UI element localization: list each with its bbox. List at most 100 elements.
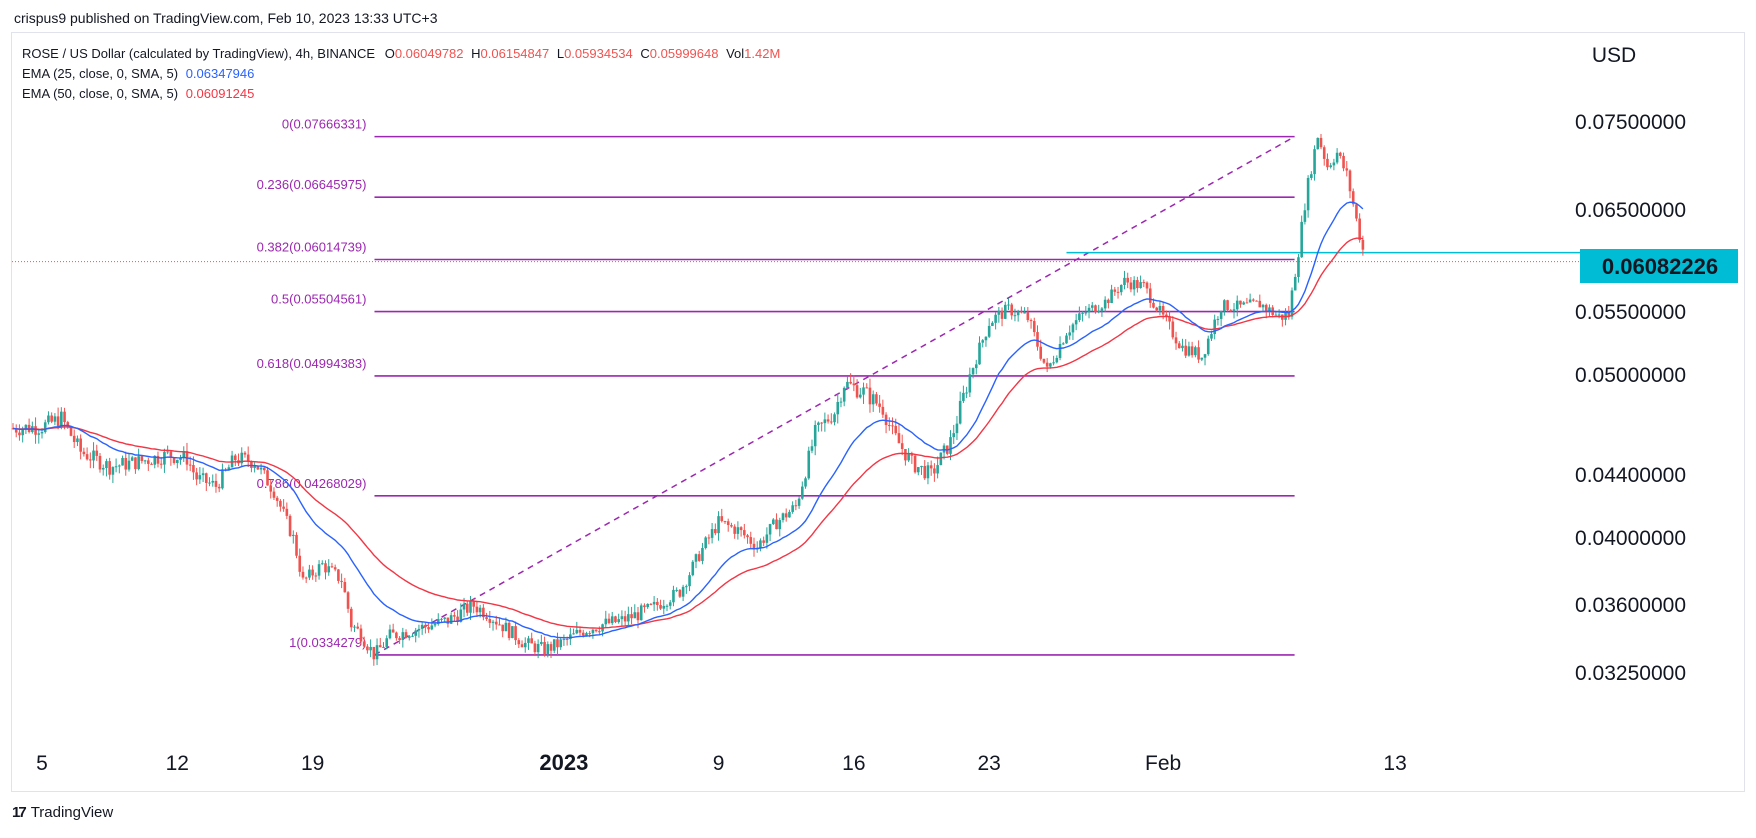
candle-body [797,498,801,506]
candle-body [459,609,463,622]
candle-body [987,325,991,337]
candle-body [523,642,527,648]
candle-body [939,452,943,466]
candle-body [1300,221,1303,258]
candle-body [691,561,695,576]
candle-body [1003,304,1007,319]
candle-body [288,515,292,536]
candle-body [282,506,285,509]
candle-body [1148,288,1152,303]
candle-body [1242,302,1245,305]
candle-body [1094,305,1097,313]
legend-ema25-row: EMA (25, close, 0, SMA, 5) 0.06347946 [22,66,254,81]
legend-ema25-label: EMA (25, close, 0, SMA, 5) [22,66,179,81]
candle-body [897,433,901,444]
candle-body [581,632,585,636]
time-tick-label: 12 [166,752,189,775]
candle-body [817,422,820,426]
legend-vol: 1.42M [744,46,781,61]
candle-body [1335,152,1339,163]
candle-body [34,426,37,435]
fib-level-label: 0.5(0.05504561) [271,292,366,307]
candle-body [349,608,353,628]
candle-body [462,603,466,610]
candle-body [411,635,414,637]
candle-body [701,548,704,561]
fib-level-label: 0.236(0.06645975) [257,177,367,192]
candle-body [752,543,756,550]
candle-body [1055,357,1059,363]
candlestick-series [11,133,1365,666]
price-axis[interactable]: 0.07500000 0.06500000 0.05500000 0.05000000… [1575,111,1686,685]
candle-body [926,465,930,479]
candle-body [369,646,372,651]
footer-brand[interactable]: 17 TradingView [12,804,113,821]
candle-body [330,566,334,568]
candle-body [875,394,878,404]
candle-body [1345,168,1349,171]
candle-body [514,626,517,641]
candle-body [1065,335,1068,344]
candle-body [301,571,305,578]
candle-body [359,628,363,642]
candle-body [1264,304,1268,311]
candle-body [1258,300,1262,308]
candle-body [965,392,968,394]
candle-body [672,589,675,603]
candle-body [491,621,495,623]
candle-body [179,458,182,460]
price-tick-label: 0.03600000 [1575,594,1686,617]
candle-body [871,394,875,405]
candle-body [846,381,849,388]
candle-body [1039,346,1043,359]
candle-body [852,383,856,386]
candle-body [243,452,247,455]
time-tick-label: 13 [1383,752,1406,775]
candle-body [636,612,640,621]
candle-body [1248,299,1252,303]
candle-body [92,450,95,461]
candle-body [420,624,424,629]
candle-body [156,455,160,464]
candle-body [95,450,99,456]
candle-body [378,645,382,648]
candle-body [1200,357,1204,360]
candle-body [279,500,282,507]
candle-body [137,456,140,470]
fibonacci-retracement[interactable]: 0(0.07666331) 0.236(0.06645975) 0.382(0.06… [257,117,1295,656]
candle-body [507,622,511,639]
legend-symbol: ROSE / US Dollar (calculated by TradingV… [22,46,376,61]
candle-body [472,601,476,607]
candle-body [607,618,611,624]
candle-body [610,616,614,624]
candle-body [849,381,852,384]
candle-body [343,581,347,593]
legend-low-label: L [556,46,565,61]
candle-body [598,631,601,633]
candle-body [1136,280,1139,289]
candle-body [147,460,150,464]
candle-body [604,618,608,625]
candle-body [1174,337,1178,344]
candle-body [707,537,711,539]
legend-ohlc-row: ROSE / US Dollar (calculated by TradingV… [22,46,780,61]
candle-body [424,624,427,628]
time-axis[interactable]: 5 12 19 2023 9 16 23 Feb 13 [36,750,1407,775]
candle-body [66,422,70,427]
candle-body [217,486,221,489]
candle-body [1110,289,1113,304]
legend-vol-label: Vol [726,46,745,61]
candle-body [1090,305,1094,308]
candle-body [646,603,649,608]
candle-body [1203,354,1207,358]
candle-body [1329,165,1332,168]
candle-body [298,555,302,572]
candle-body [266,470,269,486]
candle-body [101,468,105,470]
price-tick-label: 0.04400000 [1575,464,1686,487]
candle-body [337,569,340,581]
candle-body [1100,308,1104,311]
candle-body [794,505,798,507]
chart-panel[interactable] [11,32,1745,792]
